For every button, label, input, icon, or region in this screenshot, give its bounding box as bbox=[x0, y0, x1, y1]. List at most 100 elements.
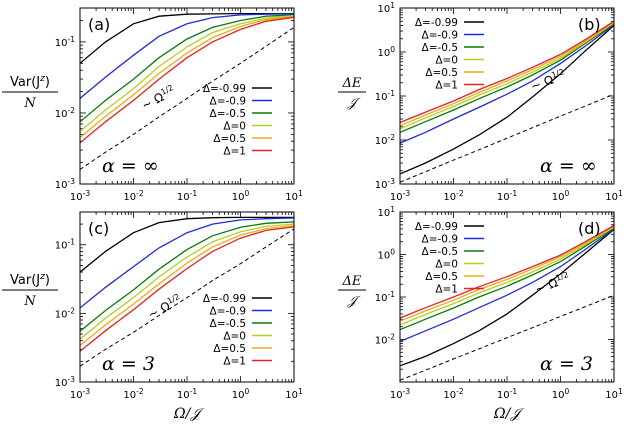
legend-label: Δ=0.5 bbox=[425, 271, 458, 283]
label-denominator: 𝒥 bbox=[347, 96, 362, 111]
panel-a: 10-3 10-2 10-1 100 101 10-3 10-2 10-1 (a) α = ∞ ~ … bbox=[55, 7, 303, 203]
reference-label: ~ Ω1/2 bbox=[145, 292, 184, 322]
plot-frame bbox=[399, 7, 615, 185]
plot-frame bbox=[79, 7, 295, 185]
legend-label: Δ=-0.99 bbox=[203, 293, 246, 305]
y-tick-label: 10-2 bbox=[375, 133, 395, 147]
legend-label: Δ=-0.99 bbox=[415, 221, 458, 233]
series-line bbox=[80, 223, 294, 340]
series-line bbox=[80, 221, 294, 332]
legend: Δ=-0.99Δ=-0.9Δ=-0.5Δ=0Δ=0.5Δ=1 bbox=[203, 83, 272, 158]
y-tick-label: 10-1 bbox=[55, 238, 75, 252]
y-tick-label: 101 bbox=[377, 1, 395, 15]
label-numerator: Var(Jz) bbox=[10, 74, 50, 90]
legend-label: Δ=-0.5 bbox=[422, 246, 458, 258]
label-numerator: Var(Jz) bbox=[10, 272, 50, 288]
y-tick-label: 10-3 bbox=[55, 177, 75, 191]
y-axis-label-b: ΔE 𝒥 bbox=[338, 76, 366, 111]
x-tick-label: 10-1 bbox=[497, 189, 517, 203]
legend: Δ=-0.99Δ=-0.9Δ=-0.5Δ=0Δ=0.5Δ=1 bbox=[203, 293, 272, 368]
reference-line bbox=[80, 26, 294, 170]
series-line bbox=[80, 12, 294, 64]
x-tick-label: 100 bbox=[552, 189, 570, 203]
x-tick-label: 101 bbox=[605, 189, 623, 203]
legend-label: Δ=-0.99 bbox=[203, 83, 246, 95]
series-line bbox=[80, 15, 294, 139]
panel-label: (a) bbox=[88, 15, 110, 34]
series-line bbox=[400, 224, 614, 319]
legend-label: Δ=0.5 bbox=[213, 343, 246, 355]
y-tick-label: 10-3 bbox=[375, 177, 395, 191]
series-line bbox=[80, 226, 294, 352]
legend-label: Δ=-0.9 bbox=[210, 306, 246, 318]
x-tick-label: 101 bbox=[285, 189, 303, 203]
x-tick-label: 10-3 bbox=[390, 189, 410, 203]
legend-label: Δ=1 bbox=[223, 356, 246, 368]
label-denominator: N bbox=[23, 96, 36, 111]
x-tick-label: 100 bbox=[232, 189, 250, 203]
x-tick-label: 10-1 bbox=[177, 387, 197, 401]
y-tick-label: 10-1 bbox=[55, 35, 75, 49]
alpha-annotation: α = ∞ bbox=[540, 155, 597, 177]
legend-label: Δ=-0.99 bbox=[415, 17, 458, 29]
series-line bbox=[400, 227, 614, 331]
legend-label: Δ=-0.9 bbox=[210, 96, 246, 108]
alpha-annotation: α = ∞ bbox=[102, 155, 159, 177]
y-tick-label: 10-1 bbox=[375, 290, 395, 304]
x-axis-label: Ω/𝒥 bbox=[493, 406, 525, 422]
series-line bbox=[400, 228, 614, 367]
series-line bbox=[400, 21, 614, 127]
series-line bbox=[400, 228, 614, 343]
legend: Δ=-0.99Δ=-0.9Δ=-0.5Δ=0Δ=0.5Δ=1 bbox=[415, 17, 484, 92]
x-tick-label: 10-2 bbox=[443, 387, 463, 401]
legend-label: Δ=-0.5 bbox=[210, 108, 246, 120]
panel-label: (b) bbox=[578, 15, 601, 34]
x-tick-label: 10-3 bbox=[70, 189, 90, 203]
series-line bbox=[80, 13, 294, 99]
legend-label: Δ=-0.5 bbox=[422, 42, 458, 54]
series-line bbox=[400, 22, 614, 130]
legend-label: Δ=1 bbox=[435, 80, 458, 92]
legend-label: Δ=-0.5 bbox=[210, 318, 246, 330]
panel-d: 10-3 10-2 10-1 100 101 10-2 10-1 100 101 (d) α = 3… bbox=[375, 205, 623, 422]
legend-label: Δ=-0.9 bbox=[422, 30, 458, 42]
series-line bbox=[400, 23, 614, 133]
label-numerator: ΔE bbox=[342, 274, 362, 289]
label-numerator: ΔE bbox=[342, 76, 362, 91]
panel-label: (c) bbox=[88, 219, 109, 238]
plot-area bbox=[400, 224, 614, 381]
x-tick-label: 10-2 bbox=[123, 189, 143, 203]
series-line bbox=[400, 225, 614, 322]
plot-area bbox=[80, 12, 294, 170]
plot-area bbox=[400, 20, 614, 183]
series-line bbox=[80, 14, 294, 123]
x-tick-label: 10-2 bbox=[123, 387, 143, 401]
x-tick-label: 10-2 bbox=[443, 189, 463, 203]
series-line bbox=[400, 226, 614, 326]
label-denominator: N bbox=[23, 294, 36, 309]
x-tick-label: 100 bbox=[552, 387, 570, 401]
series-line bbox=[80, 217, 294, 309]
x-tick-label: 10-3 bbox=[390, 387, 410, 401]
alpha-annotation: α = 3 bbox=[102, 353, 155, 375]
y-tick-label: 10-2 bbox=[375, 333, 395, 347]
panel-label: (d) bbox=[578, 219, 601, 238]
plot-frame bbox=[79, 211, 295, 383]
reference-label: ~ Ω1/2 bbox=[533, 270, 572, 296]
x-tick-label: 101 bbox=[285, 387, 303, 401]
series-line bbox=[80, 216, 294, 273]
x-tick-label: 10-1 bbox=[177, 189, 197, 203]
y-tick-label: 10-2 bbox=[55, 306, 75, 320]
y-tick-label: 10-1 bbox=[375, 89, 395, 103]
series-line bbox=[400, 24, 614, 144]
legend-label: Δ=0 bbox=[223, 121, 246, 133]
reference-label: ~ Ω1/2 bbox=[139, 83, 178, 113]
legend-label: Δ=0 bbox=[223, 331, 246, 343]
legend-label: Δ=0 bbox=[435, 259, 458, 271]
reference-line bbox=[80, 228, 294, 367]
series-line bbox=[400, 25, 614, 175]
x-tick-label: 10-1 bbox=[497, 387, 517, 401]
plot-frame bbox=[399, 211, 615, 383]
y-axis-label-a: Var(Jz) N bbox=[2, 74, 58, 111]
